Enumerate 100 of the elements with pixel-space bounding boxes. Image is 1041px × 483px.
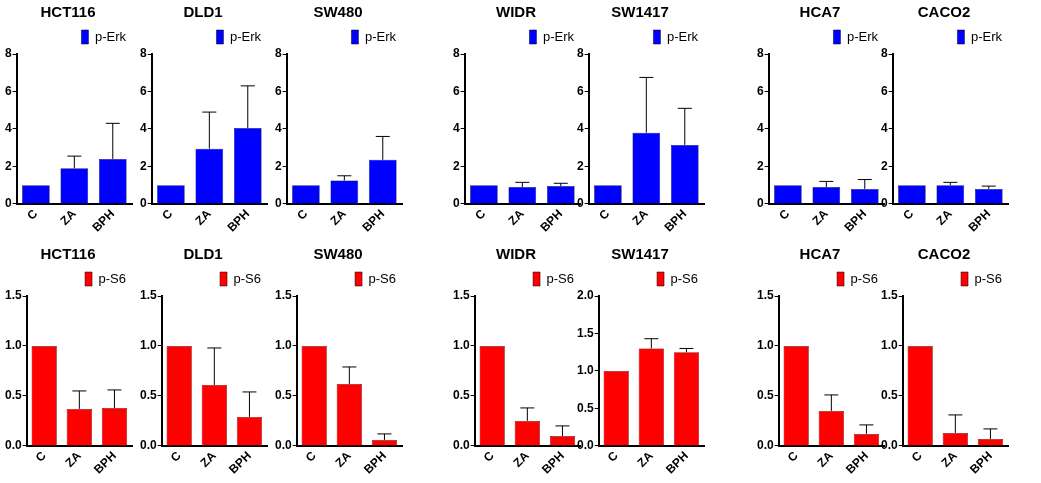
legend-label: p-S6 bbox=[546, 270, 575, 286]
y-tick-label: 4 bbox=[139, 121, 147, 136]
x-tick-label: C bbox=[596, 206, 613, 223]
legend-label: p-Erk bbox=[970, 28, 1003, 44]
y-tick-label: 0 bbox=[274, 196, 282, 211]
y-tick-label: 1.5 bbox=[576, 325, 594, 340]
y-tick-label: 6 bbox=[880, 83, 888, 98]
y-tick-label: 0.0 bbox=[576, 438, 594, 453]
y-tick-label: 4 bbox=[576, 121, 584, 136]
y-tick-label: 1.5 bbox=[452, 288, 470, 303]
y-tick-label: 1.5 bbox=[4, 288, 22, 303]
x-tick-label: ZA bbox=[634, 448, 657, 470]
y-tick-label: 1.5 bbox=[139, 288, 157, 303]
y-tick-label: 0.5 bbox=[452, 388, 470, 403]
y-tick-label: 8 bbox=[139, 46, 147, 61]
y-tick-label: 4 bbox=[880, 121, 888, 136]
x-tick-label: C bbox=[604, 448, 621, 465]
legend-label: p-S6 bbox=[233, 270, 262, 286]
y-tick-label: 0.0 bbox=[139, 438, 157, 453]
x-tick-label: C bbox=[776, 206, 793, 223]
y-tick-label: 1.5 bbox=[756, 288, 774, 303]
chart-title: HCT116 bbox=[40, 3, 96, 21]
x-tick-label: C bbox=[24, 206, 41, 223]
y-tick-label: 0.5 bbox=[880, 388, 898, 403]
y-tick-label: 2 bbox=[880, 158, 888, 173]
x-tick-label: ZA bbox=[197, 448, 220, 470]
y-tick-label: 0.5 bbox=[274, 388, 292, 403]
y-tick-label: 8 bbox=[576, 46, 584, 61]
chart-title: SW480 bbox=[313, 245, 363, 263]
legend-label: p-Erk bbox=[846, 28, 879, 44]
chart-title: CACO2 bbox=[917, 245, 971, 263]
legend-label: p-S6 bbox=[974, 270, 1003, 286]
y-tick-label: 4 bbox=[274, 121, 282, 136]
legend-label: p-S6 bbox=[368, 270, 397, 286]
legend-label: p-S6 bbox=[98, 270, 127, 286]
y-tick-label: 2 bbox=[274, 158, 282, 173]
y-tick-label: 8 bbox=[880, 46, 888, 61]
y-tick-label: 1.0 bbox=[756, 338, 774, 353]
y-tick-label: 6 bbox=[4, 83, 12, 98]
y-tick-label: 6 bbox=[576, 83, 584, 98]
y-tick-label: 0 bbox=[452, 196, 460, 211]
legend-label: p-S6 bbox=[850, 270, 879, 286]
y-tick-label: 0.5 bbox=[139, 388, 157, 403]
y-tick-label: 8 bbox=[756, 46, 764, 61]
y-tick-label: 2.0 bbox=[576, 288, 594, 303]
y-tick-label: 4 bbox=[452, 121, 460, 136]
x-tick-label: C bbox=[167, 448, 184, 465]
y-tick-label: 6 bbox=[139, 83, 147, 98]
legend-label: p-S6 bbox=[670, 270, 699, 286]
x-tick-label: C bbox=[480, 448, 497, 465]
y-tick-label: 0.5 bbox=[576, 400, 594, 415]
x-tick-label: C bbox=[472, 206, 489, 223]
y-tick-label: 0.0 bbox=[274, 438, 292, 453]
y-tick-label: 1.0 bbox=[4, 338, 22, 353]
x-tick-label: C bbox=[900, 206, 917, 223]
x-tick-label: ZA bbox=[510, 448, 533, 470]
y-tick-label: 8 bbox=[274, 46, 282, 61]
x-tick-label: ZA bbox=[933, 206, 956, 228]
x-tick-label: C bbox=[32, 448, 49, 465]
x-tick-label: ZA bbox=[192, 206, 215, 228]
y-tick-label: 0.0 bbox=[756, 438, 774, 453]
x-tick-label: C bbox=[784, 448, 801, 465]
chart-title: SW480 bbox=[313, 3, 363, 21]
y-tick-label: 6 bbox=[452, 83, 460, 98]
y-tick-label: 4 bbox=[4, 121, 12, 136]
y-tick-label: 0.0 bbox=[452, 438, 470, 453]
legend-label: p-Erk bbox=[666, 28, 699, 44]
y-tick-label: 1.0 bbox=[139, 338, 157, 353]
x-tick-label: ZA bbox=[62, 448, 85, 470]
y-tick-label: 1.5 bbox=[274, 288, 292, 303]
y-tick-label: 0.0 bbox=[4, 438, 22, 453]
x-tick-label: C bbox=[908, 448, 925, 465]
y-tick-label: 0.0 bbox=[880, 438, 898, 453]
y-tick-label: 8 bbox=[4, 46, 12, 61]
x-tick-label: C bbox=[294, 206, 311, 223]
y-tick-label: 2 bbox=[576, 158, 584, 173]
x-tick-label: ZA bbox=[938, 448, 961, 470]
chart-title: SW1417 bbox=[611, 245, 669, 263]
y-tick-label: 1.0 bbox=[576, 363, 594, 378]
y-tick-label: 2 bbox=[756, 158, 764, 173]
y-tick-label: 1.0 bbox=[452, 338, 470, 353]
chart-title: DLD1 bbox=[183, 245, 223, 263]
y-tick-label: 6 bbox=[274, 83, 282, 98]
x-tick-label: C bbox=[159, 206, 176, 223]
y-tick-label: 0.5 bbox=[4, 388, 22, 403]
y-tick-label: 2 bbox=[4, 158, 12, 173]
chart-title: WIDR bbox=[496, 3, 537, 21]
chart-title: HCA7 bbox=[799, 3, 841, 21]
y-tick-label: 1.5 bbox=[880, 288, 898, 303]
y-tick-label: 6 bbox=[756, 83, 764, 98]
x-tick-label: ZA bbox=[814, 448, 837, 470]
chart-title: SW1417 bbox=[611, 3, 669, 21]
y-tick-label: 2 bbox=[452, 158, 460, 173]
y-tick-label: 8 bbox=[452, 46, 460, 61]
legend-label: p-Erk bbox=[94, 28, 127, 44]
legend-label: p-Erk bbox=[229, 28, 262, 44]
y-tick-label: 0 bbox=[139, 196, 147, 211]
x-tick-label: ZA bbox=[505, 206, 528, 228]
chart-title: DLD1 bbox=[183, 3, 223, 21]
y-tick-label: 0 bbox=[4, 196, 12, 211]
